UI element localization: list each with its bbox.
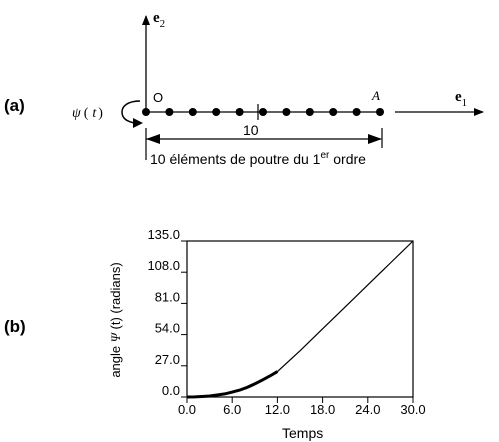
y-axis-title: angle Ψ (t) (radians) bbox=[108, 262, 123, 377]
x-tick-label: 24.0 bbox=[355, 402, 380, 417]
x-tick-label: 30.0 bbox=[400, 402, 425, 417]
length-label: 10 bbox=[243, 122, 259, 138]
x-tick-label: 12.0 bbox=[265, 402, 290, 417]
y-tick-label: 135.0 bbox=[147, 227, 180, 242]
panel-a: (a) e2 e1 O A ψ(t) 10 10 éléments de pou… bbox=[4, 10, 484, 167]
origin-label: O bbox=[153, 90, 163, 105]
beam-caption: 10 éléments de poutre du 1er ordre bbox=[150, 150, 366, 167]
e1-label: e1 bbox=[455, 89, 467, 109]
x-tick-label: 0.0 bbox=[178, 402, 196, 417]
beam-node bbox=[305, 108, 314, 116]
y-tick-label: 81.0 bbox=[155, 289, 180, 304]
end-point-label: A bbox=[371, 88, 380, 103]
angle-series-line-early bbox=[186, 370, 279, 399]
angle-series-line bbox=[186, 240, 414, 398]
e2-label: e2 bbox=[153, 10, 165, 30]
x-tick-label: 18.0 bbox=[310, 402, 335, 417]
y-tick-label: 108.0 bbox=[147, 258, 180, 273]
psi-label: ψ(t) bbox=[72, 106, 103, 121]
dimension-arrow-right-icon bbox=[368, 134, 382, 144]
beam-node bbox=[235, 108, 244, 116]
beam-node bbox=[188, 108, 197, 116]
x-axis-ticks: 0.0 6.0 12.0 18.0 24.0 30.0 bbox=[178, 397, 426, 417]
beam-node bbox=[282, 108, 291, 116]
beam-node bbox=[259, 108, 267, 116]
beam-node bbox=[212, 108, 221, 116]
x-axis-title: Temps bbox=[282, 425, 323, 441]
panel-a-label: (a) bbox=[4, 96, 25, 115]
panel-b: (b) 0.0 27.0 54.0 81.0 108.0 135.0 0.0 6.0 12.0… bbox=[4, 227, 426, 441]
beam-node bbox=[352, 108, 361, 116]
y-tick-label: 27.0 bbox=[155, 352, 180, 367]
rotation-arrowhead-icon bbox=[133, 118, 143, 128]
beam-node bbox=[142, 108, 150, 116]
beam-node bbox=[329, 108, 338, 116]
beam-nodes bbox=[142, 108, 384, 116]
plot-frame bbox=[186, 240, 414, 398]
beam-node bbox=[165, 108, 174, 116]
y-tick-label: 0.0 bbox=[162, 383, 180, 398]
x-tick-label: 6.0 bbox=[223, 402, 241, 417]
y-axis-ticks: 0.0 27.0 54.0 81.0 108.0 135.0 bbox=[147, 227, 187, 398]
rotation-arrow-icon bbox=[121, 100, 141, 124]
beam-node bbox=[376, 108, 384, 116]
y-tick-label: 54.0 bbox=[155, 321, 180, 336]
panel-b-label: (b) bbox=[4, 317, 26, 336]
dimension-arrow-left-icon bbox=[146, 134, 160, 144]
